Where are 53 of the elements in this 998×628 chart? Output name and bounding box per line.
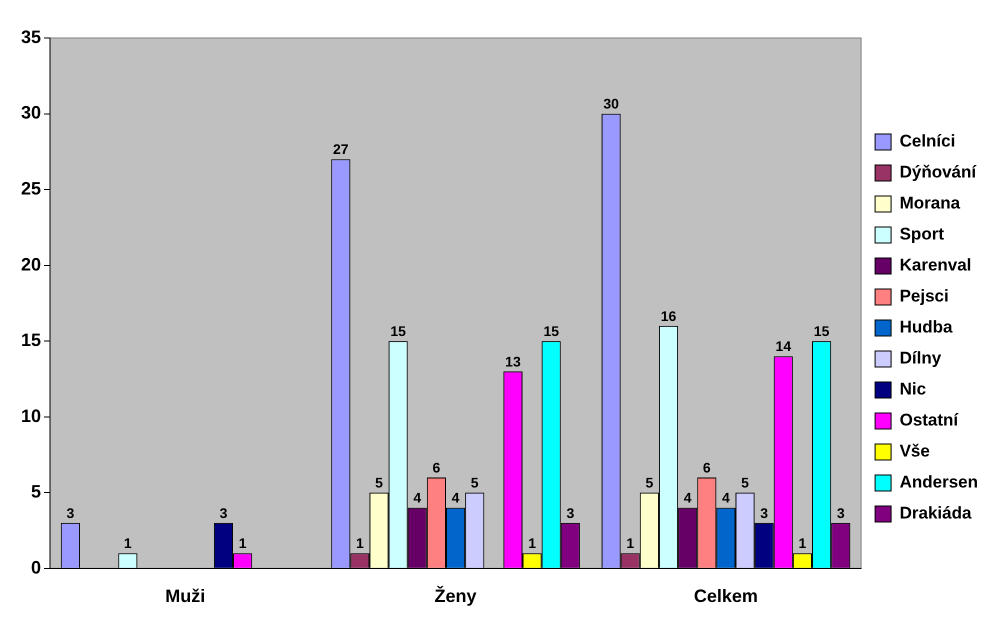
data-label: 1 — [528, 535, 536, 552]
data-label: 4 — [452, 490, 460, 506]
data-label: 6 — [702, 459, 711, 476]
data-label: 15 — [390, 322, 406, 339]
y-tick-label: 5 — [31, 482, 42, 502]
data-label: 5 — [741, 474, 750, 490]
legend-label: Nic — [900, 380, 926, 399]
y-tick-label: 15 — [20, 330, 42, 350]
y-tick-label: 30 — [20, 102, 42, 123]
legend-label: Morana — [900, 194, 961, 213]
data-label: 3 — [760, 504, 768, 521]
legend-label: Dýňování — [900, 162, 978, 182]
data-label: 5 — [645, 474, 654, 490]
legend-label: Karenval — [900, 256, 972, 275]
data-label: 13 — [505, 353, 521, 370]
data-label: 3 — [66, 504, 75, 521]
data-label: 30 — [603, 96, 620, 112]
legend-label: Pejsci — [900, 286, 949, 306]
data-label: 5 — [375, 474, 384, 490]
data-label: 3 — [220, 504, 228, 521]
x-tick-label: Muži — [165, 586, 206, 606]
y-tick-label: 10 — [20, 406, 42, 426]
x-tick-label: Celkem — [694, 586, 758, 606]
legend-label: Hudba — [900, 318, 954, 337]
data-label: 16 — [660, 308, 677, 324]
legend-label: Ostatní — [900, 410, 960, 430]
y-tick-label: 35 — [20, 26, 42, 47]
data-label: 1 — [626, 535, 634, 552]
data-label: 15 — [814, 322, 830, 339]
legend-label: Vše — [900, 442, 930, 461]
data-label: 14 — [776, 338, 792, 354]
data-label: 1 — [124, 535, 132, 552]
legend-label: Dílny — [900, 348, 942, 368]
y-tick-label: 25 — [20, 178, 42, 199]
y-tick-label: 0 — [31, 557, 42, 578]
data-label: 27 — [332, 141, 349, 158]
y-tick-label: 20 — [20, 254, 42, 274]
data-label: 1 — [238, 535, 247, 552]
data-label: 1 — [798, 535, 807, 552]
legend-label: Drakiáda — [900, 504, 972, 523]
data-label: 6 — [432, 459, 441, 476]
legend-label: Celníci — [900, 132, 956, 151]
legend-label: Andersen — [900, 472, 978, 492]
data-label: 3 — [566, 504, 574, 521]
data-label: 4 — [684, 490, 692, 506]
data-label: 15 — [543, 322, 560, 339]
data-label: 3 — [836, 504, 845, 521]
data-label: 4 — [722, 490, 730, 506]
data-label: 4 — [413, 490, 422, 506]
x-tick-label: Ženy — [434, 585, 477, 606]
data-label: 5 — [470, 474, 479, 490]
data-label: 1 — [356, 535, 364, 552]
legend-label: Sport — [900, 224, 944, 244]
